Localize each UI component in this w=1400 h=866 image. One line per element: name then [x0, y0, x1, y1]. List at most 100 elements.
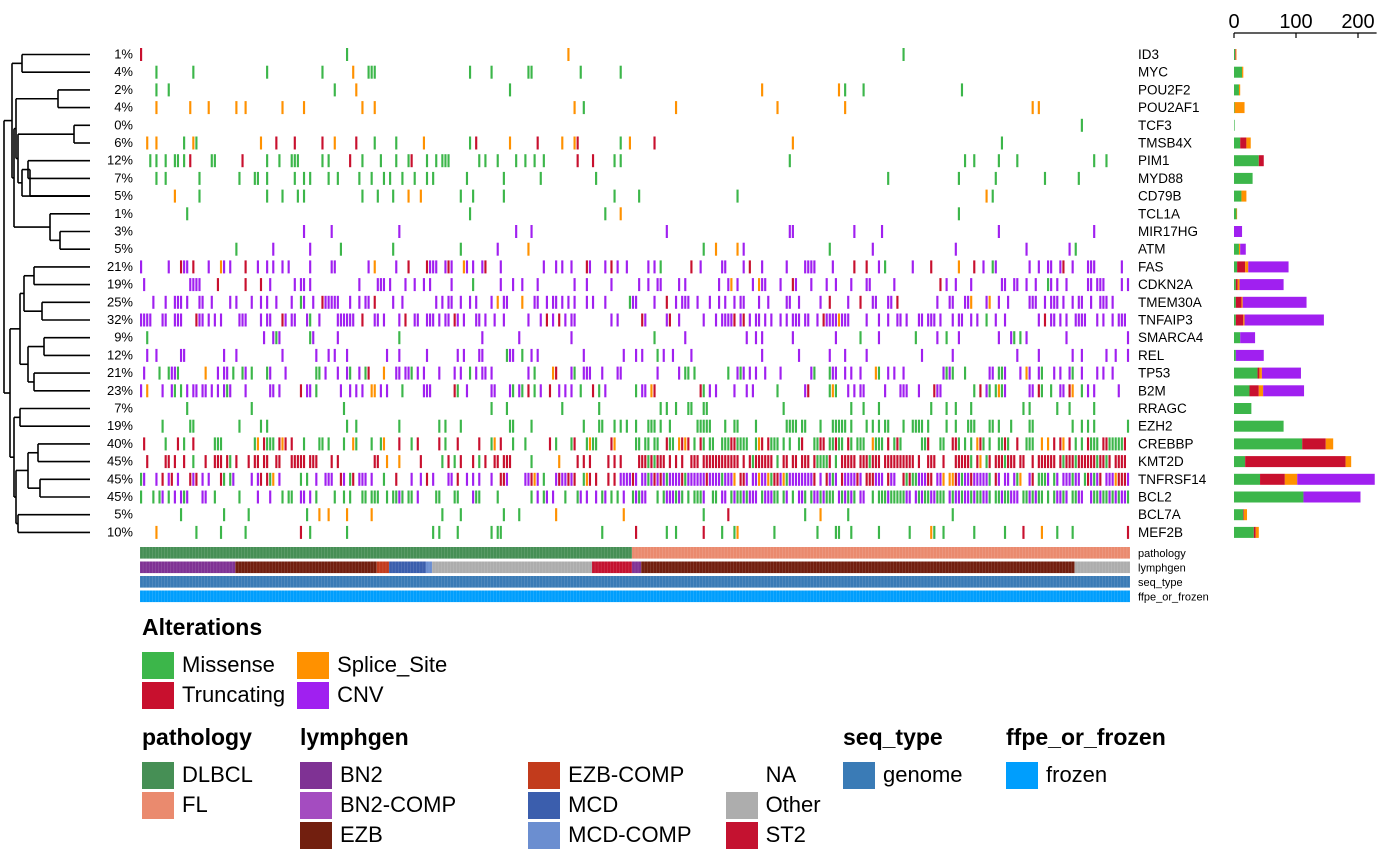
alteration-mark	[684, 437, 687, 451]
alteration-mark	[877, 455, 881, 469]
alteration-mark	[512, 278, 515, 292]
alteration-mark	[1080, 455, 1083, 469]
alteration-mark	[1056, 490, 1059, 504]
annotation-segment	[425, 561, 433, 574]
legend-item-mcd: MCD	[528, 790, 691, 820]
count-bar-segment	[1234, 190, 1242, 202]
alteration-mark	[927, 313, 930, 327]
alteration-mark	[173, 490, 176, 504]
alteration-mark	[745, 472, 748, 486]
alteration-mark	[1083, 455, 1087, 469]
alteration-mark	[638, 490, 641, 504]
alteration-mark	[361, 313, 364, 327]
alteration-mark	[425, 171, 429, 185]
alteration-mark	[395, 366, 398, 380]
alteration-mark	[1080, 490, 1083, 504]
alteration-mark	[358, 472, 361, 486]
alteration-mark	[183, 455, 186, 469]
alteration-mark	[656, 437, 659, 451]
alteration-mark	[742, 472, 745, 486]
alteration-mark	[570, 472, 573, 486]
alteration-mark	[834, 313, 837, 327]
alteration-mark	[302, 189, 306, 203]
alteration-mark	[278, 455, 281, 469]
alteration-mark	[223, 384, 226, 398]
alteration-mark	[1083, 313, 1087, 327]
alteration-mark	[1080, 384, 1083, 398]
alteration-mark	[398, 331, 401, 345]
alteration-mark	[333, 348, 336, 362]
alteration-mark	[413, 171, 416, 185]
alteration-mark	[299, 525, 303, 539]
alteration-mark	[1071, 348, 1074, 362]
alteration-mark	[973, 472, 976, 486]
alteration-mark	[176, 313, 180, 327]
legend-label: EZB-COMP	[568, 762, 685, 787]
alteration-mark	[899, 490, 902, 504]
alteration-mark	[779, 278, 782, 292]
alteration-mark	[834, 472, 837, 486]
alteration-mark	[721, 472, 724, 486]
alteration-mark	[281, 437, 284, 451]
alteration-mark	[296, 455, 299, 469]
alteration-mark	[173, 366, 176, 380]
gene-name-label: CREBBP	[1138, 436, 1194, 451]
count-bar-segment	[1235, 296, 1242, 308]
alteration-mark	[1062, 437, 1065, 451]
alteration-mark	[874, 366, 877, 380]
other-swatch	[725, 791, 758, 819]
alteration-mark	[379, 278, 382, 292]
alteration-mark	[1108, 455, 1111, 469]
alteration-mark	[988, 366, 991, 380]
alteration-mark	[828, 348, 831, 362]
alteration-mark	[533, 472, 536, 486]
alteration-mark	[754, 455, 758, 469]
alteration-mark	[1019, 331, 1022, 345]
alteration-mark	[804, 490, 807, 504]
alteration-mark	[309, 455, 312, 469]
alteration-mark	[1050, 455, 1053, 469]
alteration-mark	[647, 260, 650, 274]
alteration-mark	[665, 490, 668, 504]
alteration-mark	[917, 455, 921, 469]
count-bar-segment	[1297, 473, 1375, 485]
alteration-mark	[309, 278, 312, 292]
alteration-mark	[1003, 525, 1007, 539]
alteration-mark	[954, 402, 957, 415]
alteration-mark	[1086, 437, 1090, 451]
alteration-mark	[613, 455, 616, 469]
alteration-mark	[373, 384, 376, 398]
alteration-mark	[601, 490, 604, 504]
alteration-mark	[1120, 437, 1123, 451]
alteration-mark	[917, 419, 921, 433]
alteration-mark	[302, 295, 306, 309]
alteration-mark	[976, 472, 979, 486]
alteration-mark	[917, 384, 921, 398]
alteration-mark	[776, 472, 779, 486]
alteration-mark	[278, 472, 281, 486]
alteration-mark	[382, 278, 386, 292]
alteration-mark	[797, 313, 801, 327]
alteration-mark	[748, 490, 751, 504]
alteration-mark	[711, 472, 715, 486]
alteration-mark	[613, 419, 616, 433]
alteration-mark	[1010, 455, 1013, 469]
alteration-mark	[302, 101, 306, 115]
alteration-mark	[505, 348, 509, 362]
count-bar-segment	[1234, 296, 1236, 308]
alteration-mark	[702, 455, 705, 469]
alteration-mark	[1028, 260, 1031, 274]
alteration-mark	[392, 189, 395, 203]
alteration-mark	[241, 313, 244, 327]
alteration-mark	[186, 384, 189, 398]
alteration-mark	[555, 260, 558, 274]
alteration-mark	[718, 295, 721, 309]
alteration-mark	[678, 490, 681, 504]
alteration-mark	[859, 437, 862, 451]
alteration-mark	[899, 455, 902, 469]
count-bar-segment	[1234, 491, 1304, 503]
alteration-mark	[1003, 366, 1007, 380]
alteration-mark	[266, 313, 269, 327]
alteration-mark	[871, 455, 874, 469]
alteration-mark	[681, 295, 684, 309]
